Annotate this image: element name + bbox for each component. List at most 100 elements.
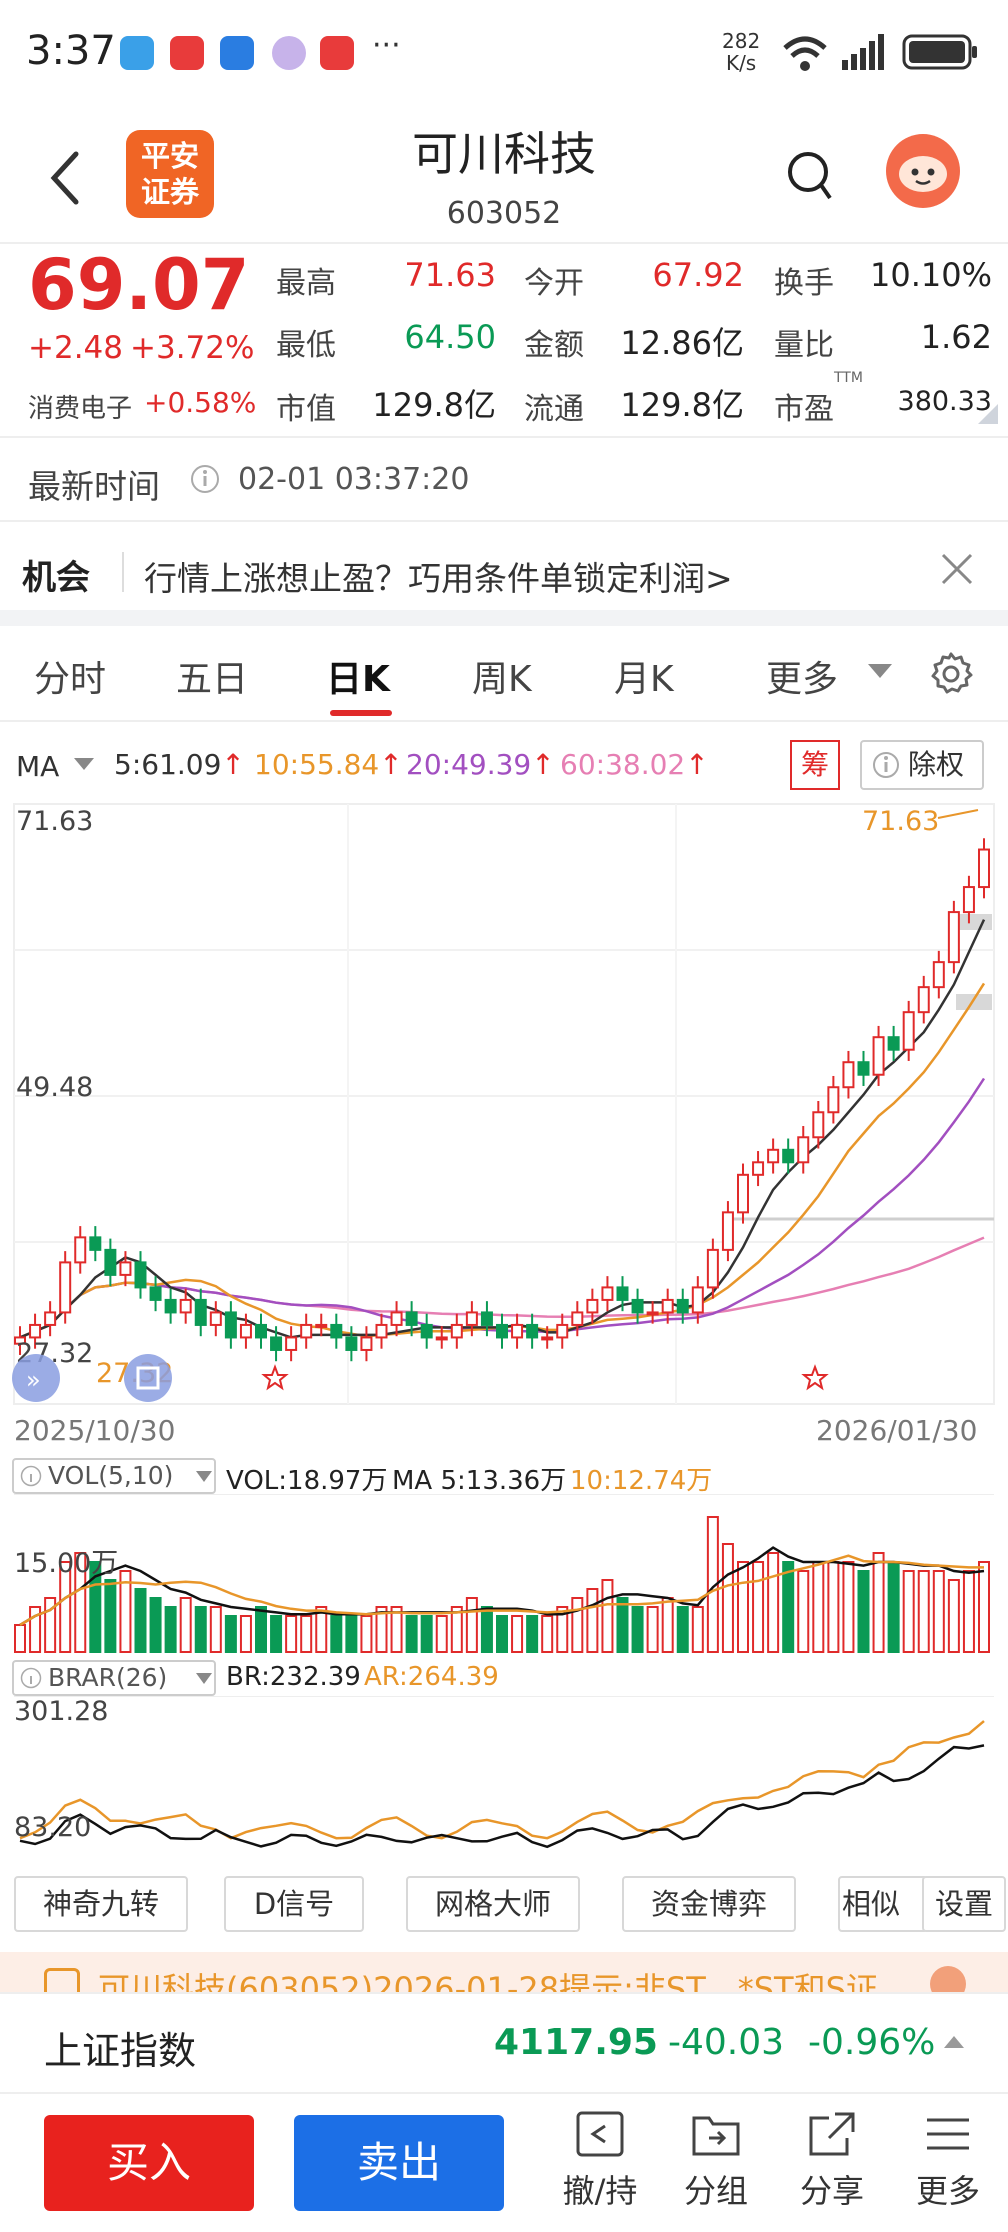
candle-body <box>405 1311 418 1326</box>
gear-icon[interactable] <box>928 650 974 696</box>
index-bar[interactable]: 上证指数 4117.95 -40.03 -0.96% <box>0 1992 1008 2092</box>
tab-five-day[interactable]: 五日 <box>176 659 249 700</box>
search-icon[interactable] <box>786 150 834 204</box>
share-label: 分享 <box>799 2172 864 2210</box>
candle-body <box>737 1173 749 1214</box>
ma5-path <box>19 919 986 1339</box>
sell-button[interactable]: 卖出 <box>294 2115 504 2211</box>
assistant-avatar[interactable] <box>886 134 960 208</box>
back-icon[interactable] <box>44 148 88 208</box>
adjust-rights-button[interactable]: 除权 <box>860 740 984 790</box>
candle-body <box>300 1323 313 1339</box>
volume-bar <box>872 1552 885 1653</box>
volume-bar <box>721 1543 734 1653</box>
group-button[interactable]: 分组 <box>666 2110 766 2212</box>
cancel-hold-button[interactable]: 撤/持 <box>550 2110 650 2212</box>
volume-bar <box>224 1615 237 1653</box>
tab-more[interactable]: 更多 <box>766 659 839 700</box>
index-change: -40.03 <box>668 2022 785 2063</box>
info-icon[interactable] <box>190 464 220 494</box>
brar-y-bottom: 83.20 <box>14 1812 91 1843</box>
candle-body <box>827 1086 840 1114</box>
candle-body <box>721 1211 734 1251</box>
divider <box>122 552 124 592</box>
candle-body <box>375 1323 388 1339</box>
signal-icon <box>842 34 884 70</box>
chip-similar[interactable]: 相似 <box>838 1876 928 1932</box>
chevron-up-icon[interactable] <box>944 2034 964 2048</box>
price-change: +2.48 <box>28 330 123 366</box>
y-axis-mid: 49.48 <box>16 1072 93 1103</box>
sector-name[interactable]: 消费电子 <box>28 394 133 424</box>
opportunity-text[interactable]: 行情上涨想止盈？巧用条件单锁定利润> <box>144 559 733 598</box>
sector-change: +0.58% <box>144 386 257 419</box>
tab-monthly-k[interactable]: 月K <box>614 659 674 700</box>
candle-body <box>902 1011 915 1051</box>
info-icon <box>20 1465 42 1487</box>
chevron-down-icon[interactable] <box>74 758 94 772</box>
ar-path <box>19 1720 985 1840</box>
candle-body <box>104 1248 117 1276</box>
volume-bar <box>857 1570 870 1653</box>
turnover-value: 10.10% <box>869 256 992 294</box>
tab-daily-k[interactable]: 日K <box>326 659 390 700</box>
candle-body <box>179 1298 192 1314</box>
chip-settings[interactable]: 设置 <box>922 1876 1006 1932</box>
volume-bar <box>932 1570 945 1653</box>
ma-label[interactable]: MA <box>16 750 60 783</box>
volume-bar <box>827 1561 840 1653</box>
brar-indicator-selector[interactable]: BRAR(26) <box>12 1660 216 1696</box>
update-time: 02-01 03:37:20 <box>238 462 470 497</box>
share-button[interactable]: 分享 <box>782 2110 882 2212</box>
close-icon[interactable] <box>940 552 974 586</box>
candle-body <box>616 1286 629 1301</box>
candle-body <box>887 1036 900 1051</box>
buy-button[interactable]: 买入 <box>44 2115 254 2211</box>
chip-d-signal[interactable]: D信号 <box>224 1876 364 1932</box>
volume-bar <box>375 1606 388 1653</box>
kline-chart[interactable]: 71.63 49.48 27.32 71.63 27.32 » <box>0 800 1008 1410</box>
close-icon[interactable] <box>930 1966 966 1992</box>
chip-magic-nine[interactable]: 神奇九转 <box>14 1876 188 1932</box>
volume-bar <box>737 1561 749 1653</box>
tab-weekly-k[interactable]: 周K <box>472 659 532 700</box>
volume-bar <box>616 1597 629 1653</box>
chevron-down-icon[interactable] <box>868 664 892 680</box>
candle-body <box>480 1311 493 1326</box>
volume-bar <box>676 1606 689 1653</box>
ma60-value: 60:38.02↑ <box>560 748 709 781</box>
vol-indicator-selector[interactable]: VOL(5,10) <box>12 1458 216 1494</box>
ma5-line <box>19 919 986 1339</box>
expand-corner-icon[interactable] <box>978 404 998 424</box>
volume-bar <box>571 1597 584 1653</box>
volume-bar <box>149 1597 162 1653</box>
chip-grid-master[interactable]: 网格大师 <box>406 1876 580 1932</box>
volume-bar <box>255 1606 267 1653</box>
candle-body <box>676 1298 689 1314</box>
more-button[interactable]: 更多 <box>898 2110 998 2212</box>
chip-fund-game[interactable]: 资金博弈 <box>622 1876 796 1932</box>
high-value: 71.63 <box>404 256 496 294</box>
adjust-rights-label: 除权 <box>908 748 965 781</box>
chip-distribution-button[interactable]: 筹 <box>790 740 840 790</box>
divider <box>0 436 1008 438</box>
status-time: 3:37 <box>26 28 116 74</box>
tab-intraday[interactable]: 分时 <box>34 659 107 700</box>
volume-bar <box>164 1606 177 1653</box>
volume-chart[interactable]: 15.00万 <box>0 1494 1008 1654</box>
volume-bar <box>420 1615 433 1653</box>
candle-body <box>420 1323 433 1339</box>
brar-y-top: 301.28 <box>14 1696 108 1727</box>
volume-bar <box>450 1606 463 1653</box>
index-pct: -0.96% <box>808 2022 936 2063</box>
candle-body <box>782 1148 795 1164</box>
candle-body <box>661 1298 674 1314</box>
ma10-value: 10:55.84↑ <box>254 748 403 781</box>
menu-icon <box>927 2118 969 2150</box>
pe-value: 380.33 <box>897 386 992 417</box>
volume-bar <box>631 1606 644 1653</box>
more-notifications-icon: ··· <box>372 28 401 63</box>
notice-bar[interactable]: 可川科技(603052)2026-01-28提示:非ST、*ST和S证 <box>0 1952 1008 1992</box>
brar-chart[interactable]: 301.28 83.20 <box>0 1696 1008 1858</box>
volume-bar <box>511 1615 524 1653</box>
